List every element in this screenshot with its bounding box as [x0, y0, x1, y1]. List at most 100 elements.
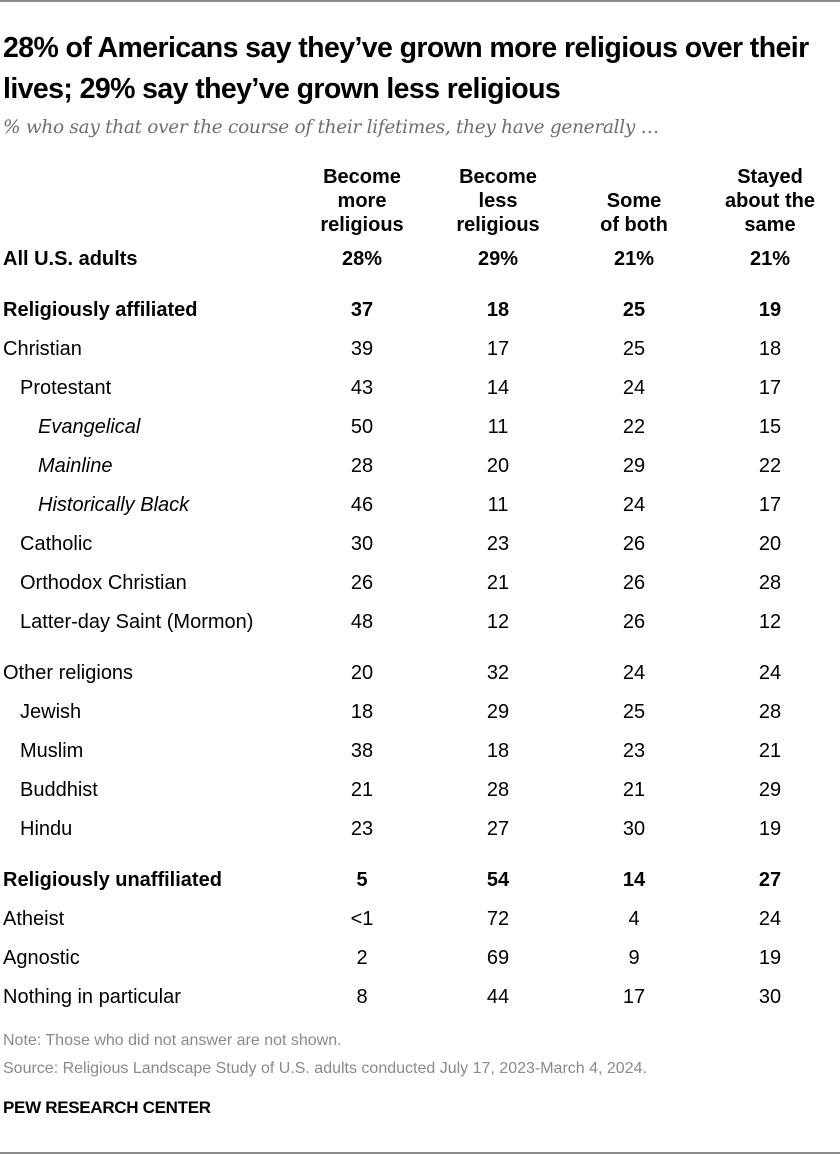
cell-value: 20: [758, 533, 782, 555]
row-label: Other religions: [3, 662, 134, 684]
cell-value: 9: [628, 947, 640, 969]
cell-value: 37: [350, 299, 374, 321]
cell-value: 19: [758, 947, 782, 969]
cell-value: 17: [758, 377, 782, 399]
cell-value: 28%: [341, 248, 383, 270]
cell-value: 21: [758, 740, 782, 762]
cell-value: 20: [350, 662, 374, 684]
cell-value: 44: [486, 986, 510, 1008]
table-row: Religiously affiliated 37 18 25 19: [0, 291, 840, 330]
row-label: All U.S. adults: [3, 248, 138, 270]
table-row: Orthodox Christian 26 21 26 28: [0, 564, 840, 603]
row-label: Historically Black: [38, 494, 190, 516]
cell-value: 72: [486, 908, 510, 930]
row-label: Hindu: [20, 818, 73, 840]
row-label: Jewish: [20, 701, 82, 723]
cell-value: 18: [486, 299, 510, 321]
cell-value: 23: [350, 818, 374, 840]
table-row: Nothing in particular 8 44 17 30: [0, 978, 840, 1017]
row-label: Mainline: [38, 455, 113, 477]
row-label: Orthodox Christian: [20, 572, 187, 594]
row-label: Agnostic: [3, 947, 80, 969]
cell-value: 29: [486, 701, 510, 723]
cell-value: 8: [356, 986, 368, 1008]
cell-value: 17: [486, 338, 510, 360]
cell-value: 26: [350, 572, 374, 594]
column-header-line: Become: [323, 166, 401, 188]
cell-value: 11: [487, 416, 509, 438]
cell-value: 4: [628, 908, 640, 930]
column-header-line: Some: [606, 190, 662, 212]
column-header-line: Stayed: [737, 166, 803, 188]
cell-value: 30: [350, 533, 374, 555]
cell-value: 69: [486, 947, 510, 969]
cell-value: 18: [758, 338, 782, 360]
row-label: Buddhist: [20, 779, 98, 801]
table-row: Protestant 43 14 24 17: [0, 369, 840, 408]
cell-value: 17: [758, 494, 782, 516]
cell-value: 28: [350, 455, 374, 477]
table-row: Mainline 28 20 29 22: [0, 447, 840, 486]
table-row: Religiously unaffiliated 5 54 14 27: [0, 861, 840, 900]
row-label: Catholic: [20, 533, 93, 555]
cell-value: 14: [486, 377, 510, 399]
cell-value: 46: [350, 494, 374, 516]
bottom-rule: [0, 1152, 840, 1154]
table-row: Muslim 38 18 23 21: [0, 732, 840, 771]
table-row: Historically Black 46 11 24 17: [0, 486, 840, 525]
table-row: Agnostic 2 69 9 19: [0, 939, 840, 978]
cell-value: 24: [758, 662, 782, 684]
table-row: Hindu 23 27 30 19: [0, 810, 840, 849]
cell-value: 21: [350, 779, 374, 801]
cell-value: 54: [486, 869, 510, 891]
column-header-line: same: [744, 214, 796, 236]
table-row: All U.S. adults 28% 29% 21% 21%: [0, 240, 840, 279]
cell-value: 25: [622, 299, 646, 321]
cell-value: 29: [758, 779, 782, 801]
cell-value: 50: [350, 416, 374, 438]
chart-title: 28% of Americans say they’ve grown more …: [3, 32, 809, 105]
cell-value: 22: [758, 455, 782, 477]
cell-value: 23: [622, 740, 646, 762]
column-header-line: Become: [459, 166, 537, 188]
cell-value: 39: [350, 338, 374, 360]
table-row: Jewish 18 29 25 28: [0, 693, 840, 732]
cell-value: 28: [758, 701, 782, 723]
table-row: Catholic 30 23 26 20: [0, 525, 840, 564]
cell-value: 15: [758, 416, 782, 438]
table-row: Atheist <1 72 4 24: [0, 900, 840, 939]
cell-value: 25: [622, 701, 646, 723]
table-row: Christian 39 17 25 18: [0, 330, 840, 369]
column-header: Become more religious: [297, 165, 427, 237]
cell-value: 19: [758, 299, 782, 321]
cell-value: 30: [622, 818, 646, 840]
cell-value: 2: [356, 947, 368, 969]
chart-subtitle: % who say that over the course of their …: [3, 117, 659, 138]
cell-value: 24: [622, 377, 646, 399]
cell-value: 27: [758, 869, 782, 891]
row-label: Christian: [3, 338, 82, 360]
cell-value: 5: [356, 869, 368, 891]
cell-value: 18: [350, 701, 374, 723]
column-header: Become less religious: [433, 165, 563, 237]
cell-value: 20: [486, 455, 510, 477]
cell-value: 11: [487, 494, 509, 516]
column-header-line: religious: [320, 214, 404, 236]
cell-value: 28: [486, 779, 510, 801]
cell-value: <1: [350, 908, 374, 930]
row-label: Nothing in particular: [3, 986, 181, 1008]
cell-value: 43: [350, 377, 374, 399]
row-label: Evangelical: [38, 416, 141, 438]
column-header-line: religious: [456, 214, 540, 236]
cell-value: 26: [622, 572, 646, 594]
row-label: Religiously affiliated: [3, 299, 198, 321]
cell-value: 21: [486, 572, 510, 594]
cell-value: 14: [622, 869, 646, 891]
pew-logo-text: PEW RESEARCH CENTER: [3, 1098, 211, 1117]
cell-value: 24: [622, 662, 646, 684]
cell-value: 12: [486, 611, 510, 633]
cell-value: 29%: [477, 248, 519, 270]
column-header: Stayed about the same: [705, 165, 835, 237]
data-table: All U.S. adults 28% 29% 21% 21% Religiously a…: [0, 240, 840, 1017]
table-row: Buddhist 21 28 21 29: [0, 771, 840, 810]
